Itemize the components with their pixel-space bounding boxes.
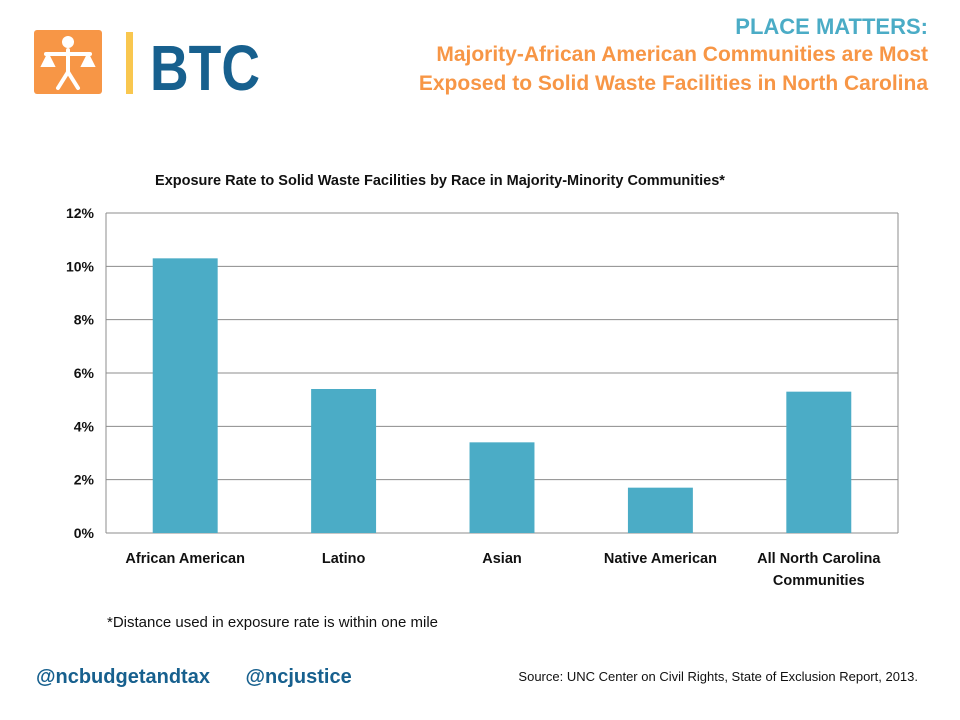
bar — [311, 389, 377, 533]
bar — [627, 487, 693, 533]
y-axis-ticks: 0% 2% 4% 6% 8% 10% 12% — [66, 205, 95, 541]
x-axis-categories: African American Latino Asian Native Americ… — [125, 551, 881, 589]
chart-title: Exposure Rate to Solid Waste Facilities … — [155, 173, 725, 189]
y-tick-label: 0% — [74, 525, 95, 541]
bar — [786, 391, 852, 533]
y-tick-label: 4% — [74, 418, 95, 434]
y-tick-label: 2% — [74, 472, 95, 488]
source-citation: Source: UNC Center on Civil Rights, Stat… — [518, 669, 918, 684]
btc-logo: BTC — [34, 30, 260, 96]
y-tick-label: 6% — [74, 365, 95, 381]
x-category-label: Native American — [604, 551, 717, 567]
heading-kicker: PLACE MATTERS: — [735, 14, 928, 39]
slide-heading: PLACE MATTERS: Majority-African American… — [419, 14, 928, 98]
y-tick-label: 10% — [66, 258, 95, 274]
social-handle-ncjustice: @ncjustice — [245, 666, 352, 688]
bar — [152, 258, 218, 533]
x-category-label: Asian — [482, 551, 522, 567]
x-category-label: African American — [125, 551, 245, 567]
x-category-label: Latino — [322, 551, 366, 567]
bar — [469, 442, 535, 533]
logo-brand-text: BTC — [150, 32, 260, 96]
x-category-label: All North Carolina Communities — [757, 551, 881, 589]
heading-subtitle-line2: Exposed to Solid Waste Facilities in Nor… — [418, 72, 928, 95]
y-tick-label: 8% — [74, 312, 95, 328]
justice-figure-icon — [40, 36, 96, 90]
social-handle-ncbudgetandtax: @ncbudgetandtax — [36, 666, 210, 688]
bars — [152, 258, 852, 533]
logo-divider-bar — [126, 32, 133, 94]
footnote: *Distance used in exposure rate is withi… — [107, 614, 439, 631]
y-tick-label: 12% — [66, 205, 95, 221]
bar-chart: 0%2%4%6%8%10%12% African American Latino A… — [66, 205, 899, 589]
heading-subtitle-line1: Majority-African American Communities ar… — [436, 43, 928, 66]
social-handles: @ncbudgetandtax @ncjustice — [36, 666, 382, 689]
